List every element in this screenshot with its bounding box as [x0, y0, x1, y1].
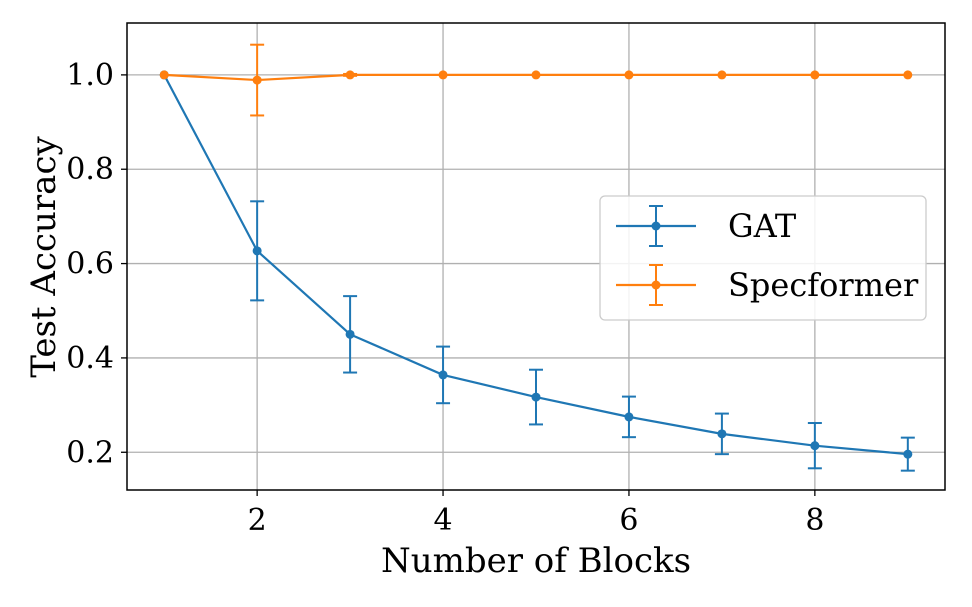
x-axis-label: Number of Blocks: [381, 541, 691, 581]
specformer-point: [903, 70, 913, 80]
gat-point: [810, 441, 820, 451]
gat-point: [438, 370, 448, 380]
legend-label-gat: GAT: [728, 207, 797, 245]
gat-point: [903, 449, 913, 459]
axis-ticks: 2 4 6 8 0.2 0.4 0.6 0.8 1.0: [66, 58, 824, 538]
legend-entry-specformer: Specformer: [616, 264, 919, 306]
x-tick-label: 2: [248, 503, 267, 538]
series-layer: [159, 43, 915, 472]
specformer-point: [531, 70, 541, 80]
specformer-point: [810, 70, 820, 80]
gat-point: [624, 412, 634, 422]
y-tick-label: 1.0: [66, 58, 114, 93]
plot-frame: [126, 22, 946, 491]
specformer-point: [717, 70, 727, 80]
series-gat: [159, 70, 915, 472]
legend-marker: [651, 221, 661, 231]
y-tick-label: 0.6: [66, 247, 114, 282]
gat-point: [531, 392, 541, 402]
y-tick-label: 0.4: [66, 341, 114, 376]
specformer-point: [159, 70, 169, 80]
specformer-point: [252, 75, 262, 85]
legend: GAT Specformer: [599, 195, 927, 321]
legend-label-specformer: Specformer: [728, 266, 919, 304]
x-tick-label: 8: [805, 503, 824, 538]
x-tick-label: 6: [619, 503, 638, 538]
y-tick-label: 0.2: [66, 435, 114, 470]
series-specformer: [159, 43, 913, 117]
specformer-point: [624, 70, 634, 80]
gat-point: [345, 329, 355, 339]
legend-entry-gat: GAT: [616, 205, 797, 247]
x-tick-label: 4: [433, 503, 452, 538]
legend-marker: [651, 280, 661, 290]
y-tick-label: 0.8: [66, 152, 114, 187]
y-axis-label: Test Accuracy: [24, 136, 64, 378]
gat-point: [252, 246, 262, 256]
specformer-point: [438, 70, 448, 80]
gat-point: [717, 429, 727, 439]
specformer-point: [345, 70, 355, 80]
